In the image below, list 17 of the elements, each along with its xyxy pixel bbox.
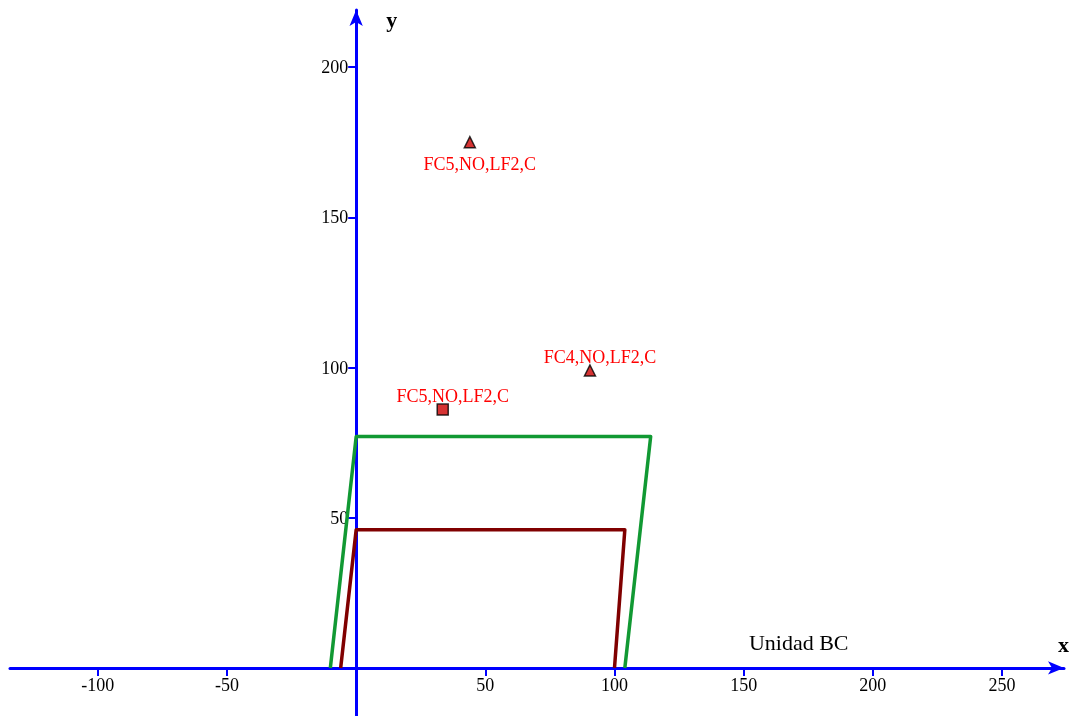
annotation: FC4,NO,LF2,C (543, 346, 657, 367)
annotation: FC5,NO,LF2,C (423, 154, 537, 175)
x-tick-label: 150 (730, 674, 758, 695)
point (463, 135, 477, 149)
x-tick-label: 50 (476, 674, 495, 695)
annotation: FC5,NO,LF2,C (396, 385, 509, 406)
y-tick-label: 150 (321, 207, 349, 228)
x-tick-label: 100 (601, 674, 628, 695)
y-axis-title: y (386, 6, 398, 32)
x-tick-label: -100 (81, 674, 115, 695)
y-tick-label: 200 (321, 57, 349, 78)
y-tick-label: 100 (321, 357, 349, 378)
x-tick-label: 200 (859, 674, 887, 695)
x-axis-title: x (1058, 632, 1069, 658)
x-tick-label: -50 (215, 674, 239, 695)
annotation: Unidad BC (748, 630, 849, 656)
x-tick-label: 250 (988, 674, 1016, 695)
